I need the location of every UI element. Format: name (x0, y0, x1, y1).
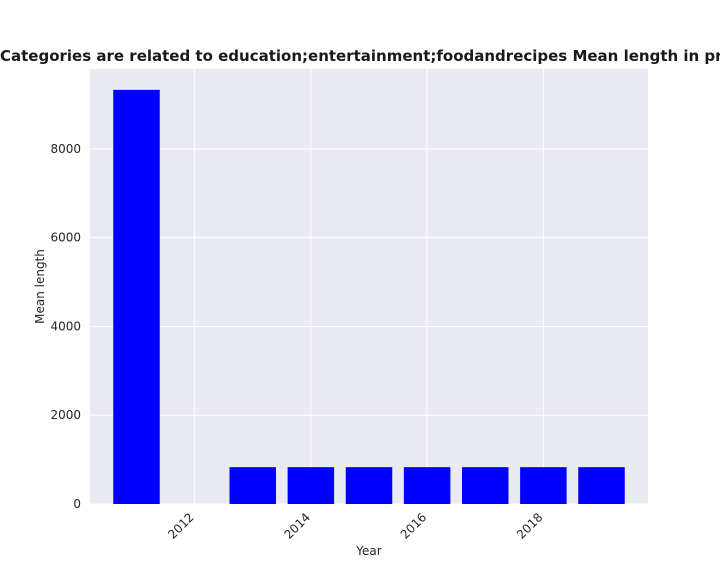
y-tick-label: 0 (73, 497, 81, 511)
y-tick-labels: 0 2000 4000 6000 8000 (50, 142, 81, 511)
bar-2014 (287, 467, 335, 504)
y-tick-label: 6000 (50, 231, 81, 245)
x-tick-labels: 2012 2014 2016 2018 (165, 510, 545, 541)
y-tick-label: 8000 (50, 142, 81, 156)
bar-2015 (345, 467, 393, 504)
x-axis-label: Year (355, 544, 381, 558)
x-tick-label: 2012 (165, 510, 196, 541)
plot-background (90, 69, 648, 504)
bar-2013 (229, 467, 276, 504)
chart-title: Categories are related to education;ente… (0, 47, 720, 65)
x-tick-label: 2018 (514, 510, 545, 541)
y-axis-label: Mean length (33, 249, 47, 324)
y-tick-label: 2000 (50, 408, 81, 422)
bar-2019 (578, 467, 625, 504)
bar-2016 (403, 467, 451, 504)
bar-2011 (113, 89, 160, 504)
y-tick-label: 4000 (50, 319, 81, 333)
bar-2018 (520, 467, 567, 504)
bar-2017 (462, 467, 509, 504)
x-tick-label: 2014 (281, 510, 312, 541)
x-tick-label: 2016 (398, 510, 429, 541)
bars (113, 89, 625, 504)
